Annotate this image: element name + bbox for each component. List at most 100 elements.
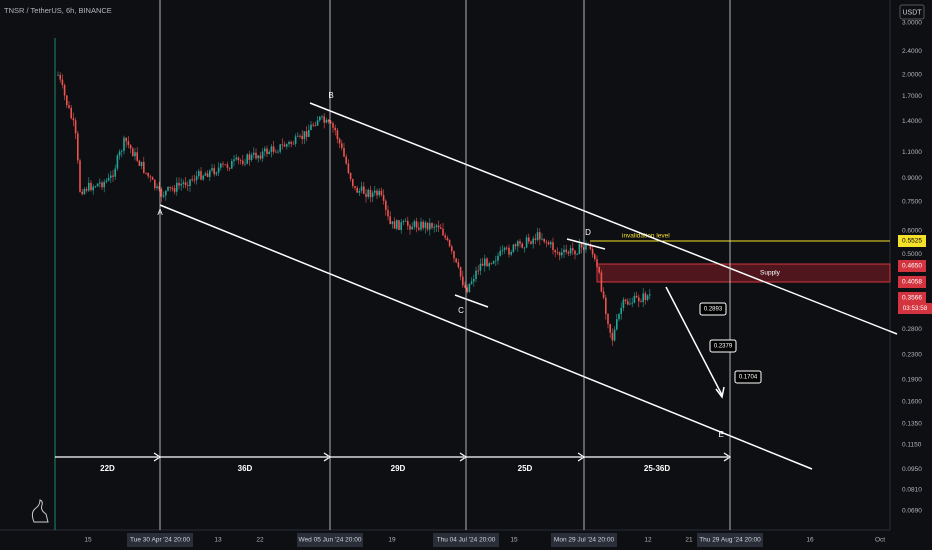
candle-body — [112, 175, 114, 177]
candle-body — [319, 116, 321, 121]
candle-body — [116, 155, 119, 169]
candle-body — [539, 232, 541, 240]
candle-body — [523, 247, 526, 249]
candle-body — [114, 168, 116, 177]
candle-body — [224, 164, 226, 166]
time-highlight — [551, 533, 617, 547]
price-label: 0.1150 — [902, 441, 922, 448]
candle-body — [556, 252, 559, 253]
candle-body — [332, 123, 334, 128]
d-segment — [566, 238, 606, 250]
time-label: 16 — [806, 537, 814, 544]
time-label: 21 — [685, 537, 693, 544]
price-label: 0.7500 — [902, 199, 922, 206]
candle-body — [638, 297, 640, 302]
c-segment — [454, 294, 489, 308]
candles — [57, 71, 651, 346]
candle-body — [125, 137, 127, 142]
candle-body — [341, 143, 343, 148]
candle-body — [512, 244, 515, 253]
candle-body — [444, 235, 446, 238]
candle-body — [393, 221, 396, 229]
target-label: 0.1704 — [739, 375, 758, 381]
candle-body — [510, 252, 512, 255]
price-tag-text: 0.4650 — [902, 263, 922, 270]
candle-body — [367, 189, 369, 197]
candle-body — [596, 259, 598, 268]
price-label: 0.0690 — [902, 507, 922, 514]
candle-body — [257, 155, 259, 159]
candle-body — [490, 263, 493, 265]
candle-body — [66, 95, 68, 106]
candle-body — [558, 252, 561, 256]
candle-body — [429, 223, 431, 230]
candle-body — [272, 146, 275, 152]
candle-body — [530, 241, 532, 244]
candle-body — [250, 154, 253, 160]
candle-body — [503, 247, 506, 251]
price-label: 0.1600 — [902, 399, 922, 406]
candle-body — [598, 267, 600, 273]
candle-body — [506, 247, 508, 249]
candle-body — [391, 221, 394, 224]
price-label: 1.1000 — [902, 149, 922, 156]
candle-body — [149, 176, 152, 178]
projection-arrow — [665, 286, 723, 396]
price-label: 0.6000 — [902, 228, 922, 235]
duration-arrow-head — [723, 452, 732, 462]
candle-body — [316, 120, 319, 126]
candle-body — [191, 179, 193, 181]
candle-body — [189, 179, 191, 186]
candle-body — [536, 232, 539, 240]
candle-body — [354, 185, 356, 188]
candle-body — [644, 293, 647, 300]
candle-body — [118, 151, 121, 156]
candle-body — [616, 319, 618, 330]
candle-body — [338, 138, 341, 144]
candle-body — [264, 148, 266, 152]
candle-body — [541, 238, 543, 240]
candle-body — [561, 252, 563, 256]
candle-body — [308, 129, 310, 137]
candle-body — [259, 155, 262, 159]
candle-body — [378, 190, 380, 196]
upper-trendline — [309, 102, 898, 335]
target-label: 0.2379 — [714, 344, 733, 350]
candle-body — [248, 154, 251, 160]
candle-body — [402, 221, 405, 223]
candle-body — [576, 254, 578, 255]
candle-body — [578, 243, 581, 255]
candle-body — [162, 195, 165, 197]
candle-body — [453, 251, 455, 259]
price-label: 0.9000 — [902, 175, 922, 182]
candle-body — [484, 258, 486, 266]
price-tag — [898, 292, 926, 304]
candle-body — [270, 146, 273, 152]
candle-body — [233, 159, 235, 162]
candle-body — [404, 220, 407, 222]
candle-body — [178, 182, 180, 186]
candle-body — [283, 144, 286, 147]
candle-body — [327, 119, 330, 122]
time-label: 13 — [214, 537, 222, 544]
candle-body — [365, 193, 367, 197]
wave-point: A — [157, 208, 163, 217]
candle-body — [396, 220, 398, 229]
candle-body — [145, 172, 147, 174]
candle-body — [356, 187, 358, 193]
candle-body — [228, 167, 231, 169]
candle-body — [151, 177, 154, 180]
candle-body — [385, 200, 387, 210]
time-highlight — [697, 533, 763, 547]
candle-body — [147, 172, 149, 177]
candle-body — [629, 303, 631, 305]
candle-body — [99, 182, 101, 184]
candle-body — [347, 163, 350, 174]
candle-body — [288, 141, 290, 145]
candle-body — [605, 297, 607, 314]
candle-body — [400, 222, 402, 230]
candle-body — [239, 160, 242, 161]
candle-body — [486, 258, 488, 267]
candle-body — [422, 221, 424, 228]
